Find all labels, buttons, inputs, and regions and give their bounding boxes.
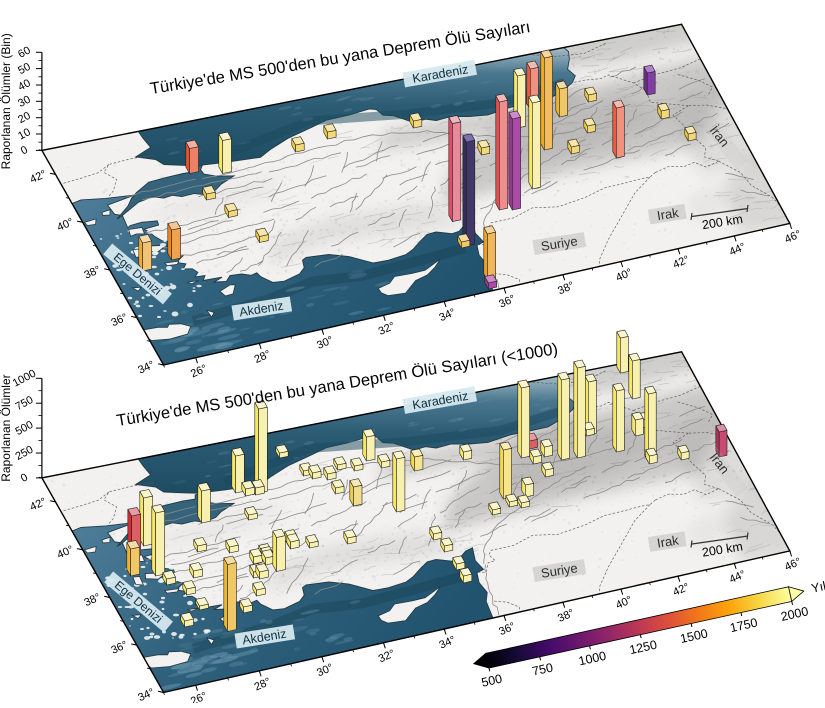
svg-text:10: 10 (16, 126, 32, 142)
svg-text:750: 750 (531, 660, 554, 678)
svg-text:30: 30 (16, 93, 32, 109)
svg-text:Irak: Irak (656, 532, 680, 550)
svg-text:Raporlanan Ölümler: Raporlanan Ölümler (0, 374, 13, 481)
svg-text:Suriye: Suriye (540, 233, 579, 254)
svg-text:0: 0 (19, 144, 30, 157)
svg-text:50: 50 (16, 61, 32, 77)
svg-text:Raporlanan Ölümler (Bin): Raporlanan Ölümler (Bin) (0, 33, 13, 169)
svg-text:1750: 1750 (729, 615, 759, 635)
svg-text:40: 40 (16, 77, 32, 93)
svg-text:60: 60 (16, 44, 32, 60)
svg-text:200 km: 200 km (701, 212, 744, 232)
svg-text:200 km: 200 km (701, 539, 744, 559)
svg-text:Yıl: Yıl (810, 579, 825, 596)
svg-text:Akdeniz: Akdeniz (238, 299, 284, 320)
svg-text:1500: 1500 (679, 626, 709, 646)
svg-text:500: 500 (480, 672, 503, 690)
svg-text:1250: 1250 (628, 638, 658, 658)
svg-text:0: 0 (19, 471, 30, 484)
svg-text:Irak: Irak (656, 205, 680, 223)
svg-text:1000: 1000 (577, 649, 607, 669)
svg-text:20: 20 (16, 110, 32, 126)
svg-text:Suriye: Suriye (540, 560, 579, 581)
svg-text:Akdeniz: Akdeniz (241, 627, 287, 648)
svg-text:2000: 2000 (779, 604, 809, 624)
